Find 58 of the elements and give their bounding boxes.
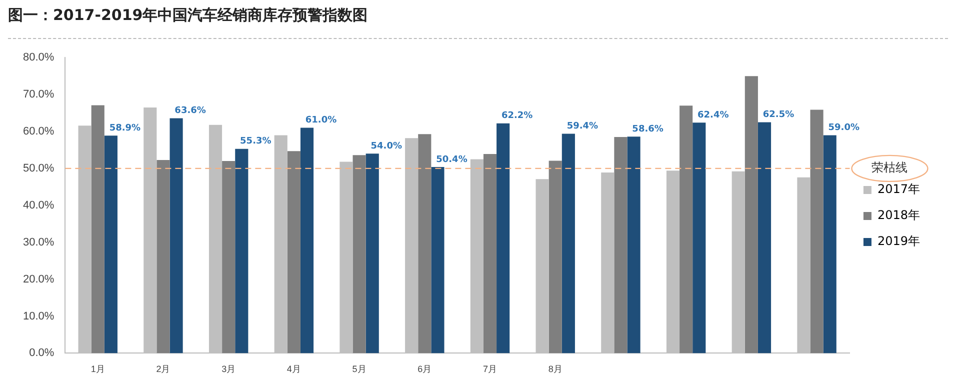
x-tick-label: 4月 bbox=[286, 364, 301, 374]
bar bbox=[548, 160, 562, 354]
data-label: 50.4% bbox=[436, 154, 468, 165]
bar bbox=[222, 161, 236, 354]
data-label: 61.0% bbox=[305, 116, 337, 126]
bar bbox=[692, 122, 706, 354]
data-label: 59.4% bbox=[566, 122, 598, 132]
chart-title: 图一：2017-2019年中国汽车经销商库存预警指数图 bbox=[8, 6, 368, 25]
data-label: 63.6% bbox=[174, 106, 206, 116]
bar bbox=[627, 136, 640, 354]
data-label: 55.3% bbox=[240, 136, 272, 147]
x-tick-label: 8月 bbox=[548, 364, 562, 374]
bar bbox=[431, 166, 444, 354]
bar bbox=[758, 122, 772, 354]
bar bbox=[156, 160, 170, 354]
y-tick-label: 50.0% bbox=[22, 162, 54, 174]
ref-line-label: 荣枯线 bbox=[872, 160, 908, 175]
bar bbox=[744, 76, 758, 354]
bar bbox=[170, 118, 183, 354]
data-label: 62.2% bbox=[501, 111, 533, 122]
bar bbox=[300, 128, 314, 354]
y-tick-label: 70.0% bbox=[22, 88, 54, 101]
data-label: 58.6% bbox=[632, 124, 664, 135]
data-label: 58.9% bbox=[109, 123, 141, 134]
data-label: 62.4% bbox=[698, 110, 729, 120]
y-tick-label: 0.0% bbox=[29, 347, 54, 360]
y-tick-label: 80.0% bbox=[22, 52, 54, 64]
bar bbox=[810, 110, 824, 354]
x-tick-label: 6月 bbox=[418, 364, 432, 374]
legend-label: 2019年 bbox=[877, 234, 920, 248]
x-tick-label: 5月 bbox=[352, 364, 366, 374]
bar bbox=[104, 136, 118, 354]
y-tick-label: 40.0% bbox=[22, 199, 54, 212]
y-tick-label: 60.0% bbox=[22, 126, 54, 138]
bar bbox=[418, 134, 432, 354]
bar bbox=[235, 148, 248, 354]
bar bbox=[366, 154, 379, 354]
x-tick-label: 2月 bbox=[156, 364, 170, 374]
bar bbox=[562, 134, 575, 354]
legend-label: 2018年 bbox=[877, 208, 920, 222]
bar bbox=[614, 137, 628, 354]
x-tick-label: 7月 bbox=[482, 364, 498, 374]
bar bbox=[352, 155, 366, 354]
data-label: 62.5% bbox=[762, 110, 794, 120]
bar bbox=[823, 135, 836, 354]
y-tick-label: 20.0% bbox=[22, 273, 54, 286]
bar bbox=[496, 123, 510, 354]
legend-label: 2017年 bbox=[877, 182, 920, 196]
bar bbox=[287, 151, 300, 354]
bar bbox=[91, 105, 104, 354]
y-tick-label: 30.0% bbox=[22, 236, 54, 248]
x-tick-label: 3月 bbox=[222, 364, 236, 374]
data-label: 59.0% bbox=[828, 123, 860, 134]
bar bbox=[680, 106, 693, 354]
y-tick-label: 10.0% bbox=[22, 310, 54, 322]
bar bbox=[483, 154, 497, 354]
data-label: 54.0% bbox=[370, 142, 402, 152]
x-tick-label: 1月 bbox=[90, 364, 105, 374]
